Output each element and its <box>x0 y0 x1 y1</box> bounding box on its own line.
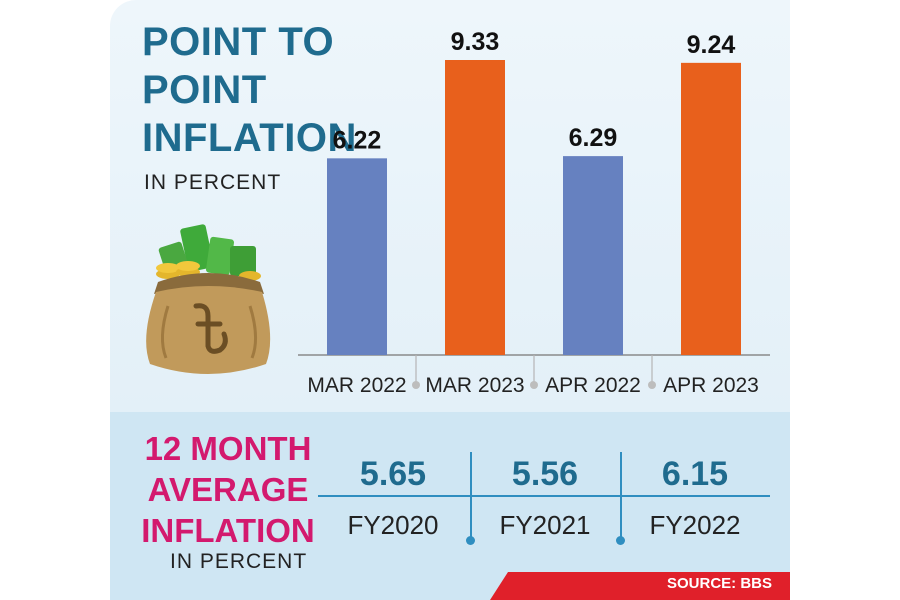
average-cell-fy2022: 6.15 FY2022 <box>620 452 770 552</box>
average-table: 5.65 FY2020 5.56 FY2021 6.15 FY2022 <box>318 452 770 552</box>
average-separator-dot <box>616 536 625 545</box>
bar <box>445 60 505 355</box>
bar-chart: 6.22 MAR 2022 9.33 MAR 2023 6.29 APR 2022 9.24… <box>298 28 770 397</box>
chart-title-line: INFLATION <box>142 116 357 160</box>
average-title-line: AVERAGE <box>147 471 309 508</box>
data-label: 9.24 <box>687 31 736 59</box>
chart-title-line: POINT TO <box>142 20 335 64</box>
data-label: 6.22 <box>333 126 382 154</box>
data-label: 9.33 <box>451 28 500 56</box>
bar <box>681 62 741 356</box>
average-separator <box>470 452 472 540</box>
average-value: 5.65 <box>359 455 427 493</box>
bar <box>563 156 623 355</box>
data-label: 6.29 <box>569 124 618 152</box>
tick-separator-dot <box>412 381 420 389</box>
average-cell-fy2020: 5.65 FY2020 <box>318 452 468 552</box>
average-separator <box>620 452 622 540</box>
tick-label: APR 2022 <box>545 374 641 397</box>
source-text: SOURCE: BBS <box>666 575 772 592</box>
average-title: 12 MONTH AVERAGE INFLATION <box>138 428 318 551</box>
chart-title-line: POINT <box>142 68 267 112</box>
taka-icon <box>193 303 228 354</box>
average-value: 6.15 <box>661 455 729 493</box>
tick-label: APR 2023 <box>663 374 759 397</box>
chart-subtitle: IN PERCENT <box>144 171 282 194</box>
average-title-line: INFLATION <box>141 512 315 549</box>
money-bag-icon <box>146 224 271 374</box>
average-inflation-panel <box>110 412 790 600</box>
source-banner <box>490 572 790 600</box>
tick-label: MAR 2022 <box>307 374 406 397</box>
tick-label: MAR 2023 <box>425 374 524 397</box>
average-label: FY2021 <box>499 510 591 540</box>
average-label: FY2020 <box>347 510 439 540</box>
average-divider <box>318 495 770 497</box>
average-label: FY2022 <box>649 510 741 540</box>
bar <box>327 158 387 355</box>
average-title-line: 12 MONTH <box>144 430 312 467</box>
chart-title: POINT TO POINT INFLATION <box>142 18 402 162</box>
average-separator-dot <box>466 536 475 545</box>
tick-separator-dot <box>648 381 656 389</box>
average-subtitle: IN PERCENT <box>170 550 308 573</box>
tick-separator-dot <box>530 381 538 389</box>
infographic-card: POINT TO POINT INFLATION IN PERCENT 6.22… <box>110 0 790 600</box>
average-value: 5.56 <box>511 455 579 493</box>
average-cell-fy2021: 5.56 FY2021 <box>470 452 620 552</box>
